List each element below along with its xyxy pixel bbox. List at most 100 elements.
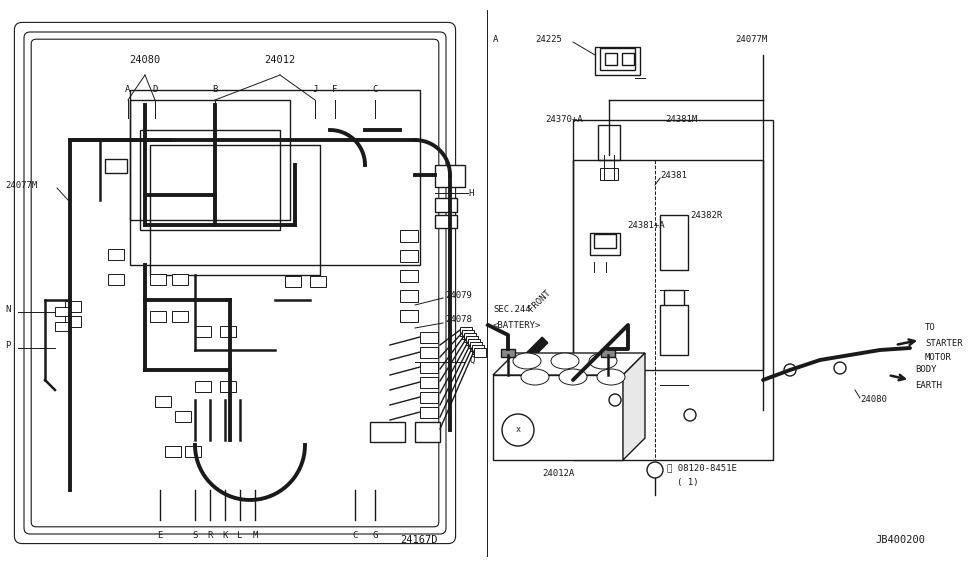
Text: Q: Q — [470, 355, 476, 365]
Bar — [65, 301, 81, 312]
Bar — [400, 230, 418, 242]
Ellipse shape — [513, 353, 541, 369]
Bar — [470, 342, 482, 351]
Bar — [594, 234, 616, 248]
Text: 24370+A: 24370+A — [545, 115, 583, 125]
Bar — [172, 311, 188, 322]
Bar — [400, 270, 418, 282]
Text: 24080: 24080 — [130, 55, 161, 65]
Text: 24381M: 24381M — [665, 115, 697, 125]
Bar — [55, 307, 69, 316]
Bar — [622, 53, 634, 65]
Text: 24012: 24012 — [264, 55, 295, 65]
Bar — [420, 332, 438, 343]
Ellipse shape — [597, 369, 625, 385]
Bar — [108, 274, 124, 285]
Text: ( 1): ( 1) — [677, 478, 698, 487]
Bar — [165, 446, 181, 457]
Text: 24012A: 24012A — [542, 470, 574, 478]
Bar — [664, 290, 684, 320]
Ellipse shape — [589, 353, 617, 369]
Bar — [435, 215, 457, 228]
Circle shape — [647, 462, 663, 478]
Text: F: F — [332, 85, 337, 95]
Bar — [501, 349, 515, 357]
Text: JB400200: JB400200 — [875, 535, 925, 545]
Bar — [435, 165, 465, 187]
Text: BODY: BODY — [915, 366, 937, 375]
Polygon shape — [623, 353, 645, 460]
Text: 24077M: 24077M — [735, 36, 767, 45]
Bar — [468, 339, 480, 348]
Bar — [420, 407, 438, 418]
Bar — [185, 446, 201, 457]
Bar — [660, 215, 688, 270]
Text: E: E — [157, 530, 163, 539]
Bar — [65, 316, 81, 327]
Bar — [595, 47, 640, 75]
Text: 24381+A: 24381+A — [627, 221, 665, 229]
Bar — [130, 90, 420, 265]
Bar — [370, 422, 405, 442]
Text: M: M — [253, 530, 257, 539]
Bar — [462, 330, 474, 339]
Bar — [108, 249, 124, 260]
Bar — [195, 326, 211, 337]
Text: FRONT: FRONT — [526, 288, 552, 313]
Text: 24381: 24381 — [660, 170, 686, 179]
Bar — [420, 362, 438, 373]
Text: Ⓑ 08120-8451E: Ⓑ 08120-8451E — [667, 464, 737, 473]
Bar — [573, 160, 763, 370]
Text: 24077M: 24077M — [5, 181, 37, 190]
Text: 24080: 24080 — [860, 396, 887, 405]
Circle shape — [502, 414, 534, 446]
Ellipse shape — [559, 369, 587, 385]
Bar — [140, 130, 280, 230]
Circle shape — [784, 364, 796, 376]
Bar — [493, 375, 623, 460]
Bar — [660, 305, 688, 355]
Bar — [400, 310, 418, 322]
Bar — [55, 322, 69, 331]
Bar — [420, 392, 438, 403]
Text: A: A — [126, 85, 131, 95]
Bar — [285, 276, 301, 287]
Text: D: D — [152, 85, 158, 95]
Bar — [598, 125, 620, 160]
Bar — [472, 345, 484, 354]
Bar — [435, 198, 457, 212]
Bar — [573, 120, 773, 460]
Text: K: K — [222, 530, 228, 539]
Text: R: R — [208, 530, 213, 539]
Bar — [420, 347, 438, 358]
Bar — [464, 333, 476, 342]
Text: 24078: 24078 — [445, 315, 472, 324]
Bar — [105, 159, 127, 173]
Circle shape — [834, 362, 846, 374]
Text: x: x — [516, 426, 521, 435]
Bar — [220, 326, 236, 337]
FancyArrow shape — [507, 337, 548, 378]
Text: B: B — [213, 85, 217, 95]
Bar — [400, 290, 418, 302]
Bar — [605, 53, 617, 65]
Text: MOTOR: MOTOR — [925, 354, 952, 362]
Bar — [415, 422, 440, 442]
Text: 24079: 24079 — [445, 290, 472, 299]
Text: 24382R: 24382R — [690, 211, 722, 220]
Text: C: C — [372, 85, 377, 95]
Ellipse shape — [521, 369, 549, 385]
Text: J: J — [312, 85, 318, 95]
Text: H: H — [468, 188, 474, 198]
Text: EARTH: EARTH — [915, 380, 942, 389]
Text: <BATTERY>: <BATTERY> — [493, 320, 541, 329]
Bar — [474, 348, 486, 357]
Bar — [400, 250, 418, 262]
Bar — [460, 327, 472, 336]
Circle shape — [684, 409, 696, 421]
Bar — [130, 100, 290, 220]
Bar — [310, 276, 326, 287]
Text: P: P — [5, 341, 11, 349]
Bar — [601, 349, 615, 357]
Text: G: G — [372, 530, 377, 539]
